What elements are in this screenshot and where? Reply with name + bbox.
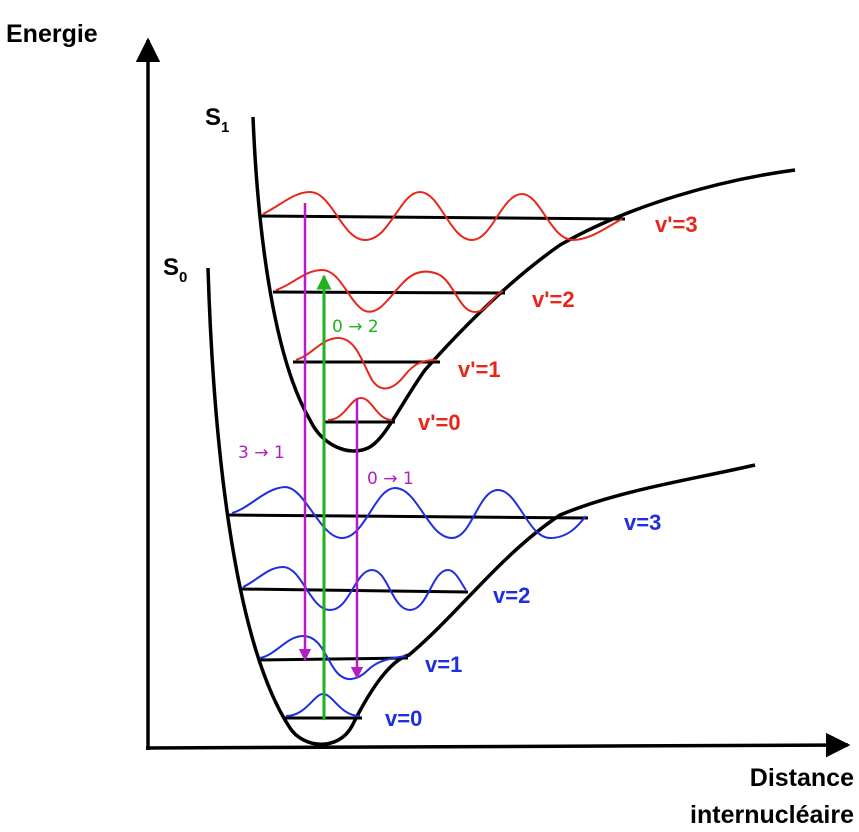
- ground-level-line-2: [239, 587, 469, 594]
- excited-wavefunction-2: [275, 268, 504, 314]
- excited-level-label-0: v'=0: [418, 410, 461, 435]
- excited-wavefunction-3: [262, 190, 623, 242]
- ground-level-line-3: [228, 513, 589, 520]
- excited-state-curve: [251, 116, 796, 453]
- ground-state-curve: [206, 267, 756, 746]
- ground-wavefunctions: [231, 485, 587, 717]
- state-label-s0: S0: [163, 254, 187, 286]
- excited-level-label-1: v'=1: [458, 357, 501, 382]
- y-axis-title: Energie: [6, 20, 98, 48]
- ground-wavefunction-2: [242, 565, 467, 612]
- x-axis-title-line2: internucléaire: [690, 801, 854, 829]
- excited-wavefunction-0: [327, 396, 393, 421]
- x-axis: [145, 732, 851, 758]
- excited-level-line-3: [259, 214, 626, 221]
- excited-level-label-3: v'=3: [655, 212, 698, 237]
- excited-level-line-2: [272, 290, 506, 295]
- excited-level-lines: [259, 214, 626, 424]
- ground-level-label-0: v=0: [385, 706, 422, 731]
- ground-level-label-2: v=2: [493, 583, 530, 608]
- ground-wavefunction-3: [231, 485, 587, 540]
- x-axis-title-line1: Distance: [750, 764, 854, 792]
- ground-wavefunction-1: [259, 634, 407, 680]
- ground-level-line-1: [257, 656, 409, 662]
- ground-level-label-3: v=3: [624, 510, 661, 535]
- ground-level-label-1: v=1: [425, 652, 462, 677]
- excited-level-label-2: v'=2: [532, 287, 575, 312]
- transition-label-emission-0-1: 0 → 1: [367, 469, 414, 489]
- transition-label-absorption: 0 → 2: [332, 317, 379, 337]
- transition-label-emission-3-1: 3 → 1: [238, 443, 285, 463]
- ground-level-lines: [228, 513, 589, 720]
- state-label-s1: S1: [205, 104, 229, 136]
